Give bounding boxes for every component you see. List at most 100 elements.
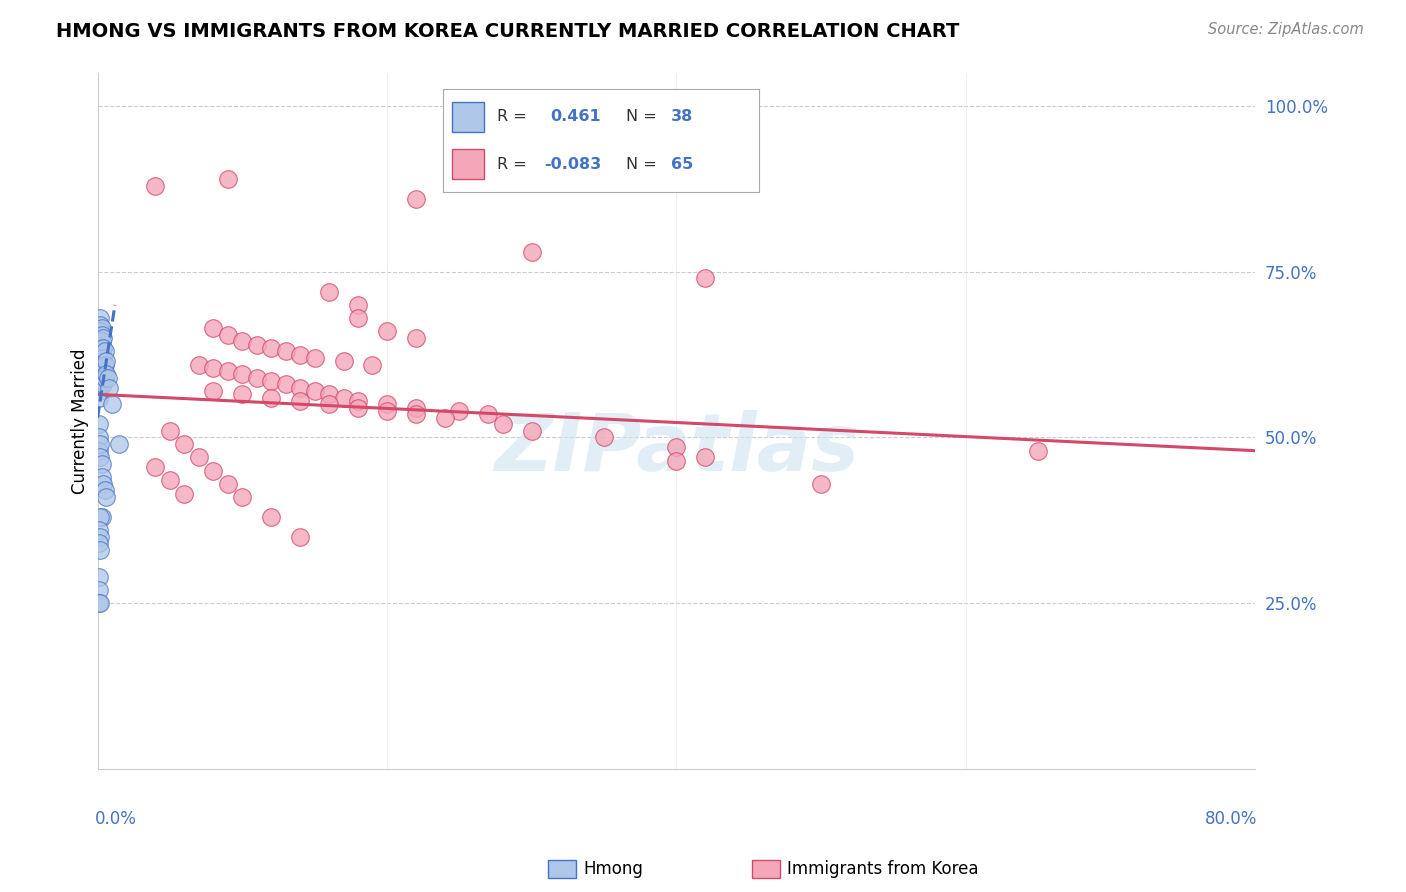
Point (173, 487, 195, 501)
Point (87, 569, 110, 583)
Point (274, 344, 297, 359)
Point (87, 384, 110, 398)
Point (260, 341, 283, 355)
Point (318, 387, 340, 401)
Text: 80.0%: 80.0% (1205, 811, 1257, 829)
Point (202, 360, 225, 375)
Point (375, 404, 398, 418)
Point (93, 476, 115, 491)
Point (89, 530, 111, 544)
Point (318, 285, 340, 299)
Text: R =: R = (496, 157, 526, 171)
Point (288, 348, 311, 362)
Point (217, 476, 239, 491)
Point (89, 596, 111, 610)
Point (288, 530, 311, 544)
Point (89, 337, 111, 351)
Point (96, 490, 118, 504)
Point (87, 582, 110, 597)
Point (173, 437, 195, 451)
Point (93, 331, 115, 345)
Point (87, 351, 110, 365)
Point (304, 351, 326, 365)
Point (332, 391, 354, 405)
Point (217, 172, 239, 186)
Point (87, 344, 110, 359)
Point (187, 358, 209, 372)
Point (304, 384, 326, 398)
Point (90, 457, 112, 471)
Point (695, 271, 717, 285)
Text: Hmong: Hmong (583, 860, 644, 878)
Point (93, 341, 115, 355)
Point (665, 453, 688, 467)
Point (87, 358, 110, 372)
Point (246, 371, 269, 385)
Point (93, 364, 115, 378)
Text: Immigrants from Korea: Immigrants from Korea (787, 860, 979, 878)
Point (94, 344, 117, 359)
Point (375, 397, 398, 411)
Point (93, 377, 115, 392)
Point (260, 374, 283, 388)
Point (89, 510, 111, 524)
Point (89, 358, 111, 372)
Point (89, 348, 111, 362)
Point (89, 543, 111, 558)
Point (593, 430, 616, 444)
Point (159, 474, 181, 488)
Point (347, 394, 370, 409)
Bar (453, 102, 484, 132)
Point (231, 490, 253, 504)
Text: 65: 65 (671, 157, 693, 171)
Text: 0.0%: 0.0% (96, 811, 138, 829)
Point (405, 331, 427, 345)
Text: Source: ZipAtlas.com: Source: ZipAtlas.com (1208, 22, 1364, 37)
Point (94, 483, 117, 498)
Point (87, 391, 110, 405)
Text: N =: N = (627, 110, 657, 124)
Text: N =: N = (627, 157, 657, 171)
Point (89, 368, 111, 382)
Point (231, 368, 253, 382)
Point (89, 325, 111, 339)
Text: ZIPatlas: ZIPatlas (494, 409, 859, 488)
Point (217, 364, 239, 378)
Point (89, 318, 111, 332)
Point (98, 381, 121, 395)
Point (695, 450, 717, 465)
Point (90, 327, 112, 342)
Point (288, 394, 311, 409)
Point (89, 377, 111, 392)
Point (405, 401, 427, 415)
Point (231, 334, 253, 349)
Point (449, 404, 471, 418)
Point (159, 424, 181, 438)
Point (90, 321, 112, 335)
Text: 38: 38 (671, 110, 693, 124)
Point (492, 417, 515, 432)
Point (87, 417, 110, 432)
Point (665, 441, 688, 455)
Point (87, 371, 110, 385)
Bar (453, 149, 484, 179)
Point (375, 325, 398, 339)
Point (90, 351, 112, 365)
Point (97, 371, 120, 385)
Point (87, 364, 110, 378)
Point (520, 244, 543, 259)
Point (520, 424, 543, 438)
Point (101, 397, 124, 411)
Point (318, 397, 340, 411)
Point (87, 523, 110, 537)
Point (90, 470, 112, 484)
Point (90, 374, 112, 388)
Point (274, 377, 297, 392)
Point (89, 311, 111, 326)
Point (96, 354, 118, 368)
Point (405, 192, 427, 206)
Point (202, 384, 225, 398)
Point (90, 341, 112, 355)
Point (96, 368, 118, 382)
Point (90, 510, 112, 524)
